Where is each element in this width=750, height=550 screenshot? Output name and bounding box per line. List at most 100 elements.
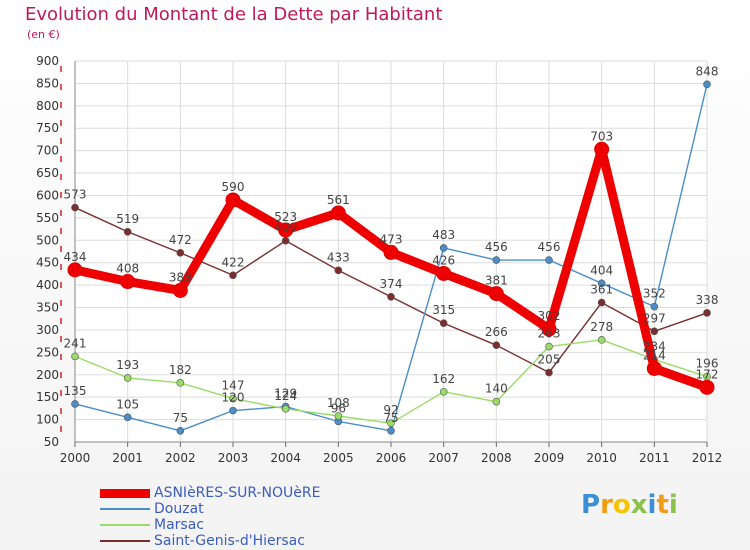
data-label: 302 xyxy=(538,309,561,323)
y-tick-label: 200 xyxy=(36,368,59,382)
data-label: 381 xyxy=(485,274,508,288)
data-point xyxy=(492,397,501,406)
data-label: 129 xyxy=(274,387,297,401)
data-label: 278 xyxy=(590,320,613,334)
data-point xyxy=(545,368,553,377)
data-label: 523 xyxy=(274,210,297,224)
data-point xyxy=(597,336,606,344)
legend-swatch xyxy=(100,508,150,510)
data-point xyxy=(439,319,448,328)
data-label: 214 xyxy=(643,348,666,362)
data-point xyxy=(123,227,132,236)
data-point xyxy=(387,426,395,435)
data-label: 561 xyxy=(327,193,350,207)
data-point xyxy=(699,379,715,395)
x-tick-label: 2005 xyxy=(323,451,354,465)
data-label: 266 xyxy=(485,325,508,339)
y-tick-label: 800 xyxy=(36,99,59,113)
data-point xyxy=(541,321,557,337)
chart-unit: (en €) xyxy=(27,28,60,41)
data-label: 408 xyxy=(116,262,139,276)
data-point xyxy=(334,266,343,275)
x-tick-label: 2009 xyxy=(534,451,565,465)
y-tick-label: 700 xyxy=(36,144,59,158)
data-point xyxy=(71,203,79,212)
x-tick-label: 2000 xyxy=(60,451,91,465)
data-label: 147 xyxy=(222,379,245,393)
logo-letter: t xyxy=(656,490,669,520)
data-label: 105 xyxy=(116,397,139,411)
data-point xyxy=(439,387,448,396)
data-point xyxy=(492,256,501,264)
legend-label: Marsac xyxy=(154,517,204,533)
data-point xyxy=(488,286,504,302)
data-point xyxy=(545,342,553,351)
data-point xyxy=(281,405,290,413)
y-tick-label: 900 xyxy=(36,54,59,68)
legend-label: ASNIèRES-SUR-NOUèRE xyxy=(154,485,321,501)
data-point xyxy=(492,341,501,349)
data-point xyxy=(120,274,136,290)
data-label: 75 xyxy=(173,411,188,425)
y-tick-label: 250 xyxy=(36,345,59,359)
data-point xyxy=(225,192,241,208)
data-label: 297 xyxy=(643,311,666,325)
x-tick-label: 2012 xyxy=(692,451,723,465)
logo-letter: i xyxy=(647,490,657,520)
y-tick-label: 50 xyxy=(44,435,59,449)
chart-title: Evolution du Montant de la Dette par Hab… xyxy=(25,4,443,25)
x-tick-label: 2006 xyxy=(376,451,407,465)
data-label: 124 xyxy=(274,389,297,403)
data-label: 120 xyxy=(222,391,245,405)
x-tick-label: 2008 xyxy=(481,451,512,465)
data-point xyxy=(281,236,290,245)
data-label: 456 xyxy=(538,240,561,254)
y-tick-label: 150 xyxy=(36,390,59,404)
data-label: 75 xyxy=(383,411,398,425)
data-point xyxy=(176,249,185,257)
data-point xyxy=(278,222,294,238)
logo-letter: x xyxy=(630,490,648,520)
proxiti-logo: Proxiti xyxy=(581,490,678,520)
series-layer xyxy=(67,80,715,435)
data-label: 162 xyxy=(432,372,455,386)
data-label: 422 xyxy=(222,255,245,269)
x-tick-label: 2010 xyxy=(586,451,617,465)
data-point xyxy=(330,205,346,221)
data-point xyxy=(229,394,237,403)
y-tick-label: 600 xyxy=(36,188,59,202)
data-label: 205 xyxy=(538,353,561,367)
data-point xyxy=(172,282,188,298)
data-label: 433 xyxy=(327,250,350,264)
x-tick-label: 2002 xyxy=(165,451,196,465)
data-label: 374 xyxy=(380,277,403,291)
data-label: 434 xyxy=(64,250,87,264)
data-label: 472 xyxy=(169,233,192,247)
data-point xyxy=(229,271,237,280)
label-layer: 4344083885905235614734263813027032141721… xyxy=(64,64,719,424)
data-label: 352 xyxy=(643,287,666,301)
data-point xyxy=(71,400,79,408)
y-tick-label: 650 xyxy=(36,166,59,180)
logo-letter: o xyxy=(612,490,631,520)
data-point xyxy=(646,360,662,376)
legend-label: Saint-Genis-d'Hiersac xyxy=(154,533,305,549)
data-point xyxy=(387,419,395,427)
data-label: 483 xyxy=(432,228,455,242)
data-point xyxy=(67,262,83,278)
data-label: 135 xyxy=(64,384,87,398)
data-label: 196 xyxy=(696,357,719,371)
logo-letter: i xyxy=(668,490,678,520)
data-label: 703 xyxy=(590,129,613,143)
y-tick-label: 750 xyxy=(36,121,59,135)
data-label: 590 xyxy=(222,180,245,194)
data-point xyxy=(703,309,711,317)
x-tick-label: 2004 xyxy=(270,451,301,465)
legend-swatch xyxy=(100,524,150,526)
data-label: 234 xyxy=(643,340,666,354)
data-point xyxy=(439,244,448,252)
data-point xyxy=(545,256,553,264)
data-label: 499 xyxy=(274,221,297,235)
data-label: 573 xyxy=(64,188,87,202)
data-point xyxy=(123,374,132,382)
